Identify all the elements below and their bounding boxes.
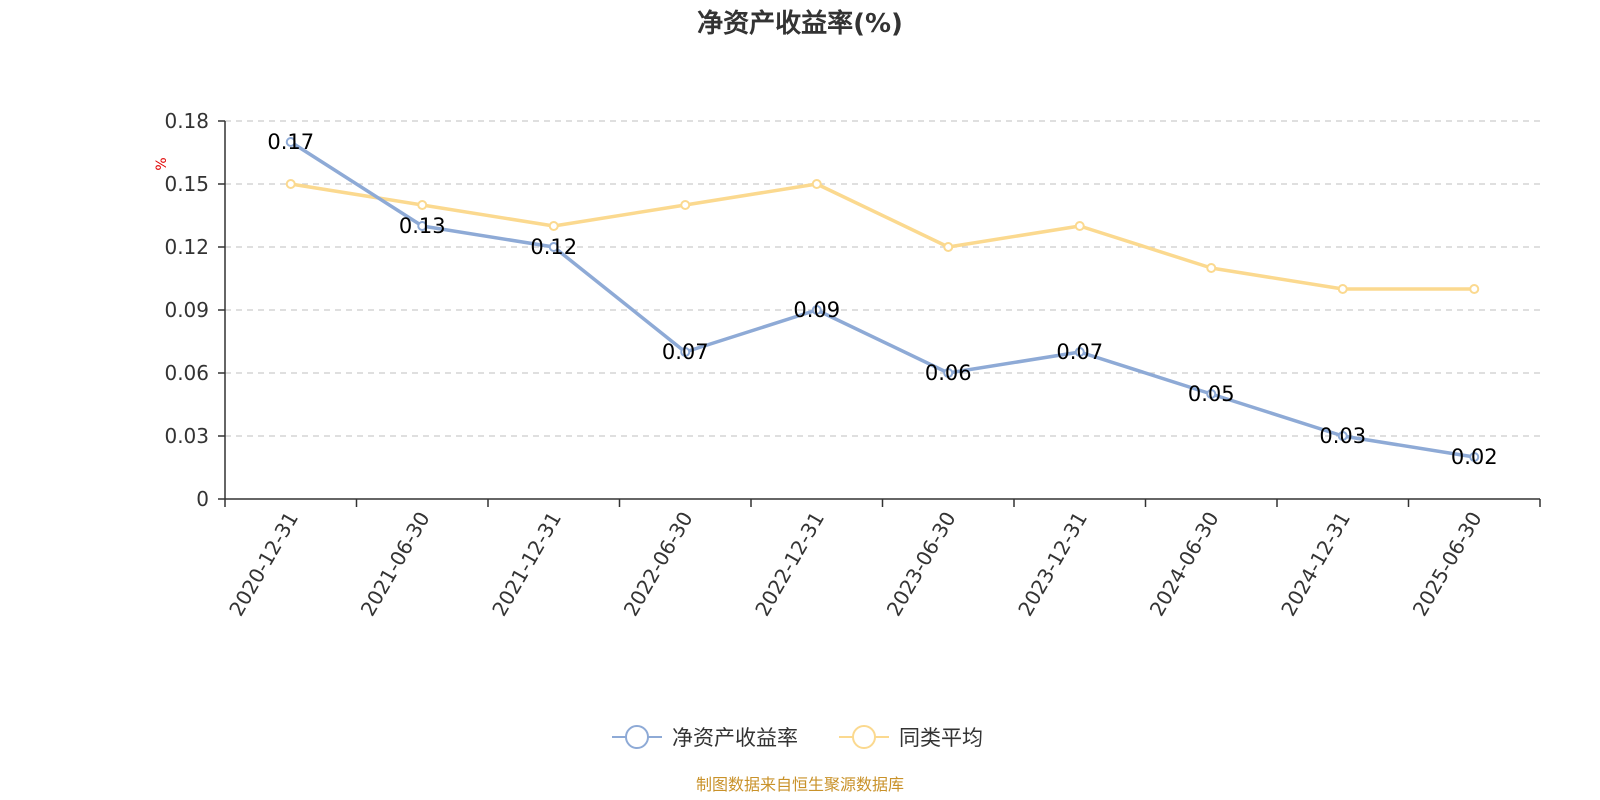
x-tick-label: 2024-12-31 bbox=[1276, 508, 1355, 621]
series-line-1 bbox=[290, 182, 1475, 291]
x-axis: 2020-12-31 2021-06-30 2021-12-31 2022-06-30… bbox=[224, 498, 1541, 621]
legend-marker bbox=[625, 725, 649, 749]
data-label: 0.02 bbox=[1451, 445, 1498, 469]
data-labels: 0.17 0.13 0.12 0.07 0.09 0.06 0.07 0.05 0.03 0.02 bbox=[267, 130, 1497, 469]
legend-item-0[interactable]: 净资产收益率 bbox=[612, 725, 798, 750]
y-tick-label: 0 bbox=[196, 487, 209, 511]
data-point[interactable] bbox=[1337, 284, 1348, 294]
x-tick-label: 2023-06-30 bbox=[882, 508, 961, 621]
gridlines bbox=[225, 120, 1540, 437]
data-label: 0.07 bbox=[662, 340, 709, 364]
data-point[interactable] bbox=[417, 200, 428, 210]
data-point[interactable] bbox=[417, 221, 428, 231]
x-tick-label: 2022-06-30 bbox=[619, 508, 698, 621]
data-point[interactable] bbox=[548, 221, 559, 231]
data-point[interactable] bbox=[1469, 284, 1480, 294]
data-point[interactable] bbox=[1074, 347, 1085, 357]
y-axis-unit: % bbox=[154, 157, 170, 170]
data-label: 0.17 bbox=[267, 130, 314, 154]
data-point[interactable] bbox=[285, 179, 296, 189]
legend-label: 同类平均 bbox=[899, 726, 983, 750]
data-point[interactable] bbox=[943, 242, 954, 252]
data-point[interactable] bbox=[548, 242, 559, 252]
series-points bbox=[285, 137, 1480, 462]
x-tick-label: 2023-12-31 bbox=[1013, 508, 1092, 621]
y-tick-label: 0.06 bbox=[164, 361, 209, 385]
data-point[interactable] bbox=[285, 137, 296, 147]
x-tick-label: 2025-06-30 bbox=[1408, 508, 1487, 621]
legend-marker bbox=[852, 725, 876, 749]
data-label: 0.13 bbox=[399, 214, 446, 238]
data-label: 0.05 bbox=[1188, 382, 1235, 406]
y-tick-label: 0.03 bbox=[164, 424, 209, 448]
series-line-0 bbox=[289, 140, 1475, 459]
y-tick-label: 0.12 bbox=[164, 235, 209, 259]
data-point[interactable] bbox=[1469, 452, 1480, 462]
source-note: 制图数据来自恒生聚源数据库 bbox=[696, 775, 904, 794]
data-point[interactable] bbox=[680, 347, 691, 357]
x-tick-label: 2022-12-31 bbox=[750, 508, 829, 621]
y-axis: 0 0.03 0.06 0.09 0.12 0.15 0.18 bbox=[164, 109, 226, 511]
legend-item-1[interactable]: 同类平均 bbox=[839, 725, 983, 750]
legend-label: 净资产收益率 bbox=[672, 726, 798, 750]
series-lines bbox=[289, 140, 1475, 459]
x-tick-label: 2024-06-30 bbox=[1145, 508, 1224, 621]
data-label: 0.12 bbox=[530, 235, 577, 259]
x-tick-label: 2021-12-31 bbox=[487, 508, 566, 621]
data-label: 0.09 bbox=[793, 298, 840, 322]
data-point[interactable] bbox=[943, 368, 954, 378]
data-point[interactable] bbox=[680, 200, 691, 210]
legend[interactable]: 净资产收益率 同类平均 bbox=[612, 725, 983, 750]
data-point[interactable] bbox=[1206, 263, 1217, 273]
y-tick-label: 0.18 bbox=[164, 109, 209, 133]
data-point[interactable] bbox=[811, 305, 822, 315]
data-label: 0.06 bbox=[925, 361, 972, 385]
data-label: 0.03 bbox=[1319, 424, 1366, 448]
x-tick-label: 2021-06-30 bbox=[356, 508, 435, 621]
data-point[interactable] bbox=[1206, 389, 1217, 399]
data-point[interactable] bbox=[811, 179, 822, 189]
data-point[interactable] bbox=[1074, 221, 1085, 231]
data-point[interactable] bbox=[1337, 431, 1348, 441]
x-tick-label: 2020-12-31 bbox=[224, 508, 303, 621]
chart-title: 净资产收益率(%) bbox=[697, 8, 903, 39]
y-tick-label: 0.15 bbox=[164, 172, 209, 196]
data-label: 0.07 bbox=[1056, 340, 1103, 364]
y-tick-label: 0.09 bbox=[164, 298, 209, 322]
